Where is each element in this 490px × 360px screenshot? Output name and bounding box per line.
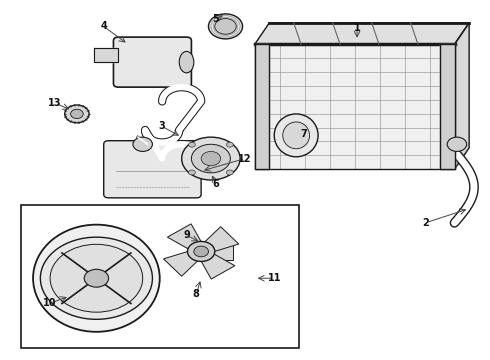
Circle shape (226, 142, 233, 147)
Circle shape (208, 14, 243, 39)
Text: 1: 1 (354, 23, 361, 33)
Text: 11: 11 (268, 273, 281, 283)
Text: 8: 8 (193, 289, 200, 299)
Polygon shape (204, 227, 239, 252)
FancyBboxPatch shape (114, 37, 192, 87)
Circle shape (447, 137, 466, 152)
Circle shape (65, 105, 89, 123)
Bar (21, 205, 298, 348)
Text: 9: 9 (183, 230, 190, 240)
Text: 6: 6 (212, 179, 219, 189)
Polygon shape (201, 253, 235, 279)
Circle shape (201, 152, 220, 166)
Text: 3: 3 (159, 121, 166, 131)
Polygon shape (168, 224, 201, 249)
Polygon shape (455, 23, 469, 169)
Text: 13: 13 (48, 98, 62, 108)
Ellipse shape (283, 122, 310, 149)
Ellipse shape (179, 51, 194, 73)
Circle shape (192, 144, 230, 173)
Polygon shape (164, 251, 198, 276)
Text: 7: 7 (300, 129, 307, 139)
Text: 5: 5 (212, 14, 219, 24)
Text: 12: 12 (238, 154, 252, 163)
Polygon shape (440, 44, 455, 169)
Polygon shape (94, 48, 118, 62)
Text: 4: 4 (100, 21, 107, 31)
Circle shape (133, 137, 152, 152)
Circle shape (182, 137, 240, 180)
Circle shape (189, 142, 196, 147)
Circle shape (189, 170, 196, 175)
Circle shape (84, 269, 109, 287)
Circle shape (215, 18, 236, 34)
Bar (211, 243, 233, 260)
Ellipse shape (33, 225, 160, 332)
Ellipse shape (274, 114, 318, 157)
Circle shape (40, 237, 152, 319)
Circle shape (188, 242, 215, 261)
Circle shape (226, 170, 233, 175)
Text: 10: 10 (43, 298, 57, 308)
FancyBboxPatch shape (104, 141, 201, 198)
Polygon shape (255, 44, 455, 169)
Text: 2: 2 (422, 218, 429, 228)
Circle shape (50, 244, 143, 312)
Circle shape (194, 246, 208, 257)
Circle shape (71, 109, 83, 118)
Polygon shape (255, 44, 270, 169)
Polygon shape (255, 23, 469, 44)
